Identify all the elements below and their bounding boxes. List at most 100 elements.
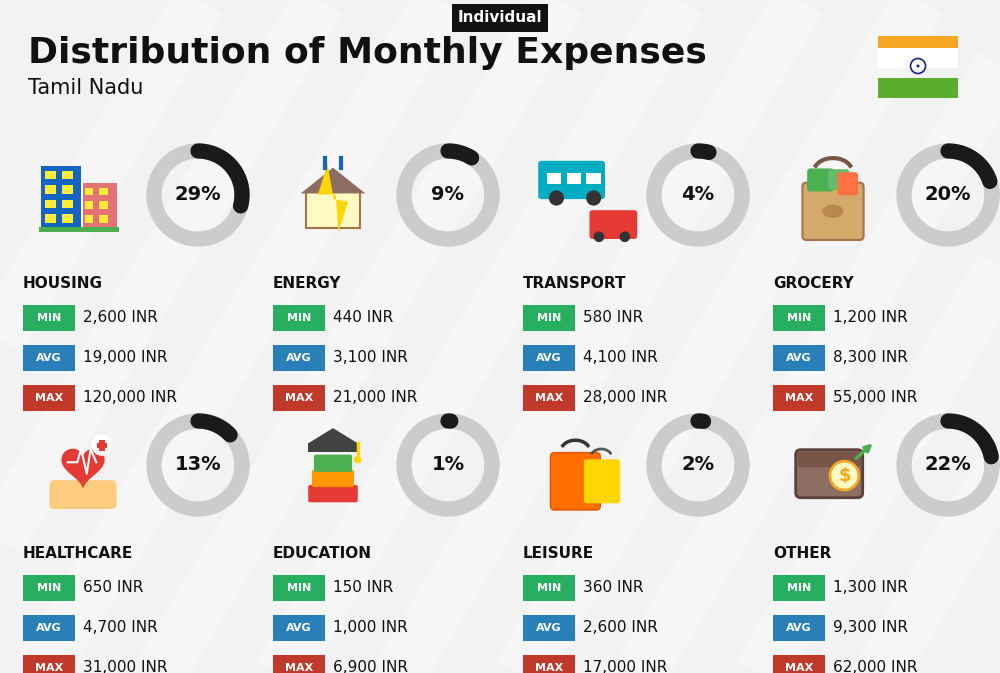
FancyBboxPatch shape — [23, 655, 75, 673]
Text: MIN: MIN — [287, 313, 311, 323]
Text: AVG: AVG — [286, 353, 312, 363]
Text: 9,300 INR: 9,300 INR — [833, 621, 908, 635]
Text: 2,600 INR: 2,600 INR — [583, 621, 658, 635]
FancyBboxPatch shape — [798, 452, 861, 467]
Circle shape — [586, 190, 601, 205]
FancyBboxPatch shape — [23, 345, 75, 371]
Text: TRANSPORT: TRANSPORT — [523, 275, 626, 291]
FancyBboxPatch shape — [590, 210, 637, 239]
FancyBboxPatch shape — [567, 173, 581, 184]
FancyBboxPatch shape — [85, 188, 93, 195]
Text: 150 INR: 150 INR — [333, 581, 393, 596]
Text: 360 INR: 360 INR — [583, 581, 644, 596]
Text: 21,000 INR: 21,000 INR — [333, 390, 417, 406]
Text: MIN: MIN — [537, 313, 561, 323]
Text: 1,200 INR: 1,200 INR — [833, 310, 908, 326]
Text: 9%: 9% — [432, 186, 464, 205]
Polygon shape — [301, 168, 365, 193]
FancyBboxPatch shape — [99, 215, 108, 223]
Text: Individual: Individual — [458, 11, 542, 26]
Polygon shape — [308, 428, 358, 444]
FancyBboxPatch shape — [45, 200, 56, 208]
FancyBboxPatch shape — [50, 480, 116, 509]
Text: HEALTHCARE: HEALTHCARE — [23, 546, 133, 561]
Text: 20%: 20% — [925, 186, 971, 205]
Text: MIN: MIN — [37, 313, 61, 323]
FancyBboxPatch shape — [97, 443, 107, 448]
Text: MAX: MAX — [285, 663, 313, 673]
FancyBboxPatch shape — [523, 575, 575, 601]
Text: MIN: MIN — [787, 583, 811, 593]
Text: 4%: 4% — [681, 186, 715, 205]
FancyBboxPatch shape — [523, 615, 575, 641]
FancyBboxPatch shape — [802, 182, 864, 240]
Text: 4,700 INR: 4,700 INR — [83, 621, 158, 635]
FancyBboxPatch shape — [273, 575, 325, 601]
FancyBboxPatch shape — [773, 345, 825, 371]
Text: 22%: 22% — [925, 456, 971, 474]
Text: AVG: AVG — [536, 353, 562, 363]
FancyBboxPatch shape — [773, 575, 825, 601]
Text: AVG: AVG — [286, 623, 312, 633]
Text: MAX: MAX — [535, 393, 563, 403]
Text: 17,000 INR: 17,000 INR — [583, 660, 667, 673]
FancyBboxPatch shape — [523, 305, 575, 331]
Text: 62,000 INR: 62,000 INR — [833, 660, 918, 673]
Text: MIN: MIN — [787, 313, 811, 323]
FancyBboxPatch shape — [273, 655, 325, 673]
Text: AVG: AVG — [36, 623, 62, 633]
Circle shape — [354, 456, 362, 464]
Text: 3,100 INR: 3,100 INR — [333, 351, 408, 365]
Circle shape — [91, 435, 113, 456]
FancyBboxPatch shape — [99, 188, 108, 195]
Text: AVG: AVG — [786, 623, 812, 633]
Text: MIN: MIN — [287, 583, 311, 593]
FancyBboxPatch shape — [85, 201, 93, 209]
Text: 19,000 INR: 19,000 INR — [83, 351, 168, 365]
Text: 2%: 2% — [681, 456, 715, 474]
FancyBboxPatch shape — [23, 575, 75, 601]
FancyBboxPatch shape — [828, 169, 849, 190]
Text: MIN: MIN — [537, 583, 561, 593]
Text: 1%: 1% — [431, 456, 465, 474]
Text: 13%: 13% — [175, 456, 221, 474]
FancyBboxPatch shape — [273, 305, 325, 331]
Circle shape — [594, 232, 604, 242]
Text: AVG: AVG — [36, 353, 62, 363]
FancyBboxPatch shape — [807, 168, 834, 192]
FancyBboxPatch shape — [308, 443, 358, 452]
Text: 580 INR: 580 INR — [583, 310, 643, 326]
Circle shape — [549, 190, 564, 205]
Circle shape — [830, 461, 859, 490]
FancyBboxPatch shape — [45, 186, 56, 194]
FancyBboxPatch shape — [23, 385, 75, 411]
FancyBboxPatch shape — [838, 172, 858, 195]
FancyBboxPatch shape — [23, 615, 75, 641]
Text: 1,300 INR: 1,300 INR — [833, 581, 908, 596]
FancyBboxPatch shape — [62, 186, 73, 194]
Text: MAX: MAX — [35, 393, 63, 403]
Text: ENERGY: ENERGY — [273, 275, 342, 291]
FancyBboxPatch shape — [62, 171, 73, 180]
FancyBboxPatch shape — [273, 345, 325, 371]
FancyBboxPatch shape — [308, 485, 358, 502]
Text: 440 INR: 440 INR — [333, 310, 393, 326]
Text: 120,000 INR: 120,000 INR — [83, 390, 177, 406]
Text: EDUCATION: EDUCATION — [273, 546, 372, 561]
FancyBboxPatch shape — [878, 78, 958, 98]
Text: 29%: 29% — [175, 186, 221, 205]
Text: 650 INR: 650 INR — [83, 581, 143, 596]
Text: 8,300 INR: 8,300 INR — [833, 351, 908, 365]
Text: GROCERY: GROCERY — [773, 275, 854, 291]
Text: 2,600 INR: 2,600 INR — [83, 310, 158, 326]
FancyBboxPatch shape — [39, 227, 119, 232]
Text: HOUSING: HOUSING — [23, 275, 103, 291]
Text: 55,000 INR: 55,000 INR — [833, 390, 917, 406]
FancyBboxPatch shape — [773, 385, 825, 411]
Text: LEISURE: LEISURE — [523, 546, 594, 561]
FancyBboxPatch shape — [306, 192, 360, 228]
Text: MAX: MAX — [535, 663, 563, 673]
FancyBboxPatch shape — [62, 214, 73, 223]
FancyBboxPatch shape — [523, 655, 575, 673]
FancyBboxPatch shape — [83, 183, 117, 230]
